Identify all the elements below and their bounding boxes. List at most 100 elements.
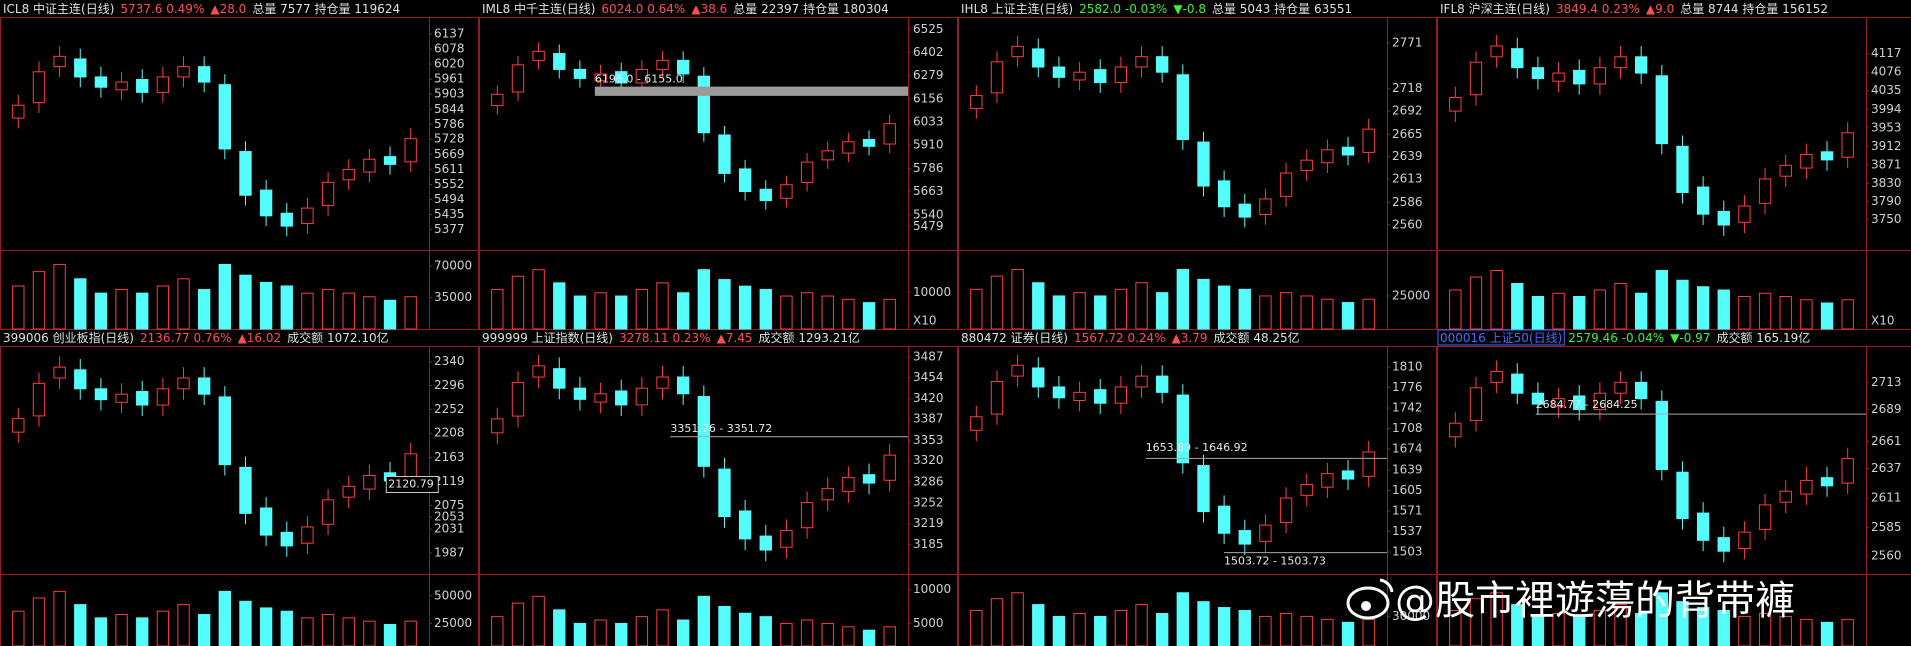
volume-bar xyxy=(94,292,108,330)
candle-body xyxy=(1800,153,1813,169)
candle-body xyxy=(280,212,293,227)
candle-body xyxy=(1300,159,1313,172)
candle-body xyxy=(1052,386,1066,399)
volume-bar xyxy=(404,296,417,330)
candle-body xyxy=(970,94,983,109)
volume-bar xyxy=(594,292,607,330)
header-segment: 399006 创业板指(日线) xyxy=(3,330,134,345)
candle-body xyxy=(635,68,649,84)
candle-body xyxy=(553,53,566,70)
header-segment: ▼-0.97 xyxy=(1670,331,1710,345)
panel-header: ICL8 中证主连(日线) 5737.6 0.49% ▲28.0 总量 7577 持仓… xyxy=(3,1,400,16)
candle-body xyxy=(1449,422,1462,438)
candle-body xyxy=(1032,367,1045,388)
candle-body xyxy=(1696,512,1710,541)
volume-bar xyxy=(1593,289,1607,330)
volume-bar xyxy=(532,269,545,330)
y-tick-label: 3185 xyxy=(913,537,944,551)
volume-bar xyxy=(1259,615,1272,646)
candle-body xyxy=(1634,56,1648,74)
candle-body xyxy=(1341,146,1355,156)
volume-bar xyxy=(177,604,190,646)
candle-body xyxy=(218,396,232,466)
volume-bar xyxy=(342,617,355,646)
candle-body xyxy=(1655,400,1669,470)
candle-body xyxy=(1341,470,1355,480)
volume-bar xyxy=(404,620,417,646)
candle-body xyxy=(1238,530,1251,545)
volume-bar xyxy=(301,617,314,646)
candle-body xyxy=(74,369,87,390)
volume-bar xyxy=(1531,615,1545,646)
volume-bar xyxy=(990,598,1004,646)
volume-tick-label: 30000 xyxy=(1392,609,1430,623)
candle-body xyxy=(635,387,649,406)
y-tick-label: 3912 xyxy=(1871,139,1902,153)
header-segment: 成交额 1293.21亿 xyxy=(759,330,860,345)
volume-bar xyxy=(197,289,211,330)
volume-bar xyxy=(156,610,170,646)
volume-bar xyxy=(1511,283,1524,330)
volume-bar xyxy=(1717,289,1730,330)
volume-bar xyxy=(1135,604,1148,646)
candle-body xyxy=(990,381,1004,415)
candle-body xyxy=(239,466,252,514)
candle-body xyxy=(738,510,752,540)
candle-body xyxy=(197,377,211,395)
y-tick-label: 2119 xyxy=(434,474,465,488)
y-tick-label: 2718 xyxy=(1392,81,1423,95)
y-tick-label: 5663 xyxy=(913,184,944,198)
candle-body xyxy=(1841,458,1854,484)
y-tick-label: 3790 xyxy=(1871,194,1902,208)
volume-bar xyxy=(718,605,731,646)
volume-bar xyxy=(1696,286,1710,330)
y-tick-label: 5494 xyxy=(434,192,465,206)
header-segment: 总量 7577 持仓量 119624 xyxy=(252,1,400,16)
candle-body xyxy=(573,68,587,79)
volume-bar xyxy=(738,612,752,646)
candle-body xyxy=(32,71,46,104)
volume-bar xyxy=(883,626,896,646)
volume-bar xyxy=(1573,615,1586,646)
volume-bar xyxy=(780,622,793,646)
candle-body xyxy=(1052,66,1066,78)
candle-body xyxy=(1593,67,1607,85)
candle-body xyxy=(136,79,149,93)
volume-bar xyxy=(1738,615,1751,646)
y-tick-label: 2031 xyxy=(434,522,465,536)
candle-body xyxy=(197,66,211,83)
weibo-icon-arc xyxy=(1379,578,1394,593)
candle-body xyxy=(842,476,855,492)
candle-body xyxy=(1717,537,1730,552)
panel-header: 000016 上证50(日线) 2579.46 -0.04% ▼-0.97 成交额 1… xyxy=(1440,330,1810,345)
y-tick-label: 6156 xyxy=(913,91,944,105)
candle-body xyxy=(800,502,814,529)
volume-bar xyxy=(280,285,293,330)
volume-bar xyxy=(842,298,855,330)
volume-bar xyxy=(1052,615,1066,646)
candle-body xyxy=(1800,479,1813,495)
volume-bar xyxy=(94,617,108,646)
volume-bar xyxy=(970,288,983,330)
annotation: 6196.0 - 6155.0 xyxy=(595,73,683,86)
volume-bar xyxy=(53,590,66,646)
volume-bar xyxy=(115,614,128,646)
header-segment: 6024.0 0.64% xyxy=(601,2,685,16)
candle-body xyxy=(1155,56,1169,73)
candle-body xyxy=(1176,74,1190,140)
candle-body xyxy=(594,393,607,403)
volume-bar xyxy=(1655,270,1669,330)
y-tick-label: 2560 xyxy=(1392,217,1423,231)
volume-bar xyxy=(301,292,314,330)
weibo-icon xyxy=(1346,586,1390,620)
y-tick-label: 5786 xyxy=(434,117,465,131)
y-tick-label: 1776 xyxy=(1392,380,1423,394)
volume-tick-label: 5000 xyxy=(913,616,944,630)
volume-tick-label: 25000 xyxy=(1392,288,1430,302)
candle-body xyxy=(1676,145,1689,193)
candle-body xyxy=(697,396,711,467)
volume-bar xyxy=(656,282,669,330)
volume-bar xyxy=(1094,295,1107,330)
